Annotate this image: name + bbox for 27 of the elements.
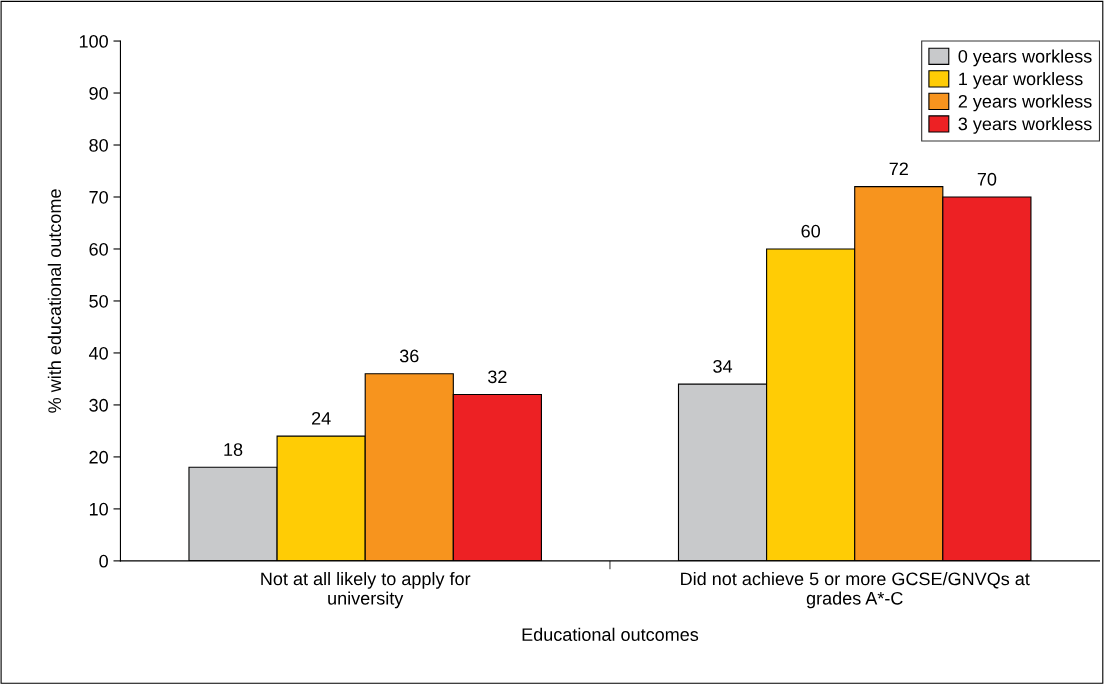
legend-label: 2 years workless	[958, 94, 1092, 112]
legend-label: 1 year workless	[959, 71, 1083, 89]
data-label: 72	[889, 162, 908, 176]
data-label: 60	[801, 224, 820, 238]
y-tick-label: 60	[89, 242, 108, 256]
data-label: 34	[713, 359, 733, 373]
y-tick-label: 80	[89, 138, 108, 152]
x-tick-label: Not at all likely to apply for university	[261, 571, 471, 609]
data-label: 36	[399, 349, 419, 363]
y-tick-label: 70	[89, 190, 108, 204]
y-tick-label: 40	[88, 346, 108, 360]
legend-label: 0 years workless	[958, 49, 1092, 67]
y-tick-label: 50	[89, 294, 108, 308]
y-axis-title: % with educational outcome	[47, 189, 62, 413]
y-tick-label: 90	[89, 86, 108, 100]
data-label: 24	[312, 411, 331, 425]
legend-label: 3 years workless	[958, 117, 1092, 134]
x-tick-label: Did not achieve 5 or more GCSE/GNVQs at grades A*-C	[681, 571, 1030, 609]
y-tick-label: 20	[89, 450, 108, 464]
y-tick-label: 30	[89, 398, 108, 412]
y-tick-label: 0	[99, 554, 108, 568]
data-label: 32	[488, 370, 507, 384]
y-tick-label: 10	[89, 502, 108, 516]
data-label: 18	[224, 443, 243, 456]
y-tick-label: 100	[79, 34, 108, 48]
x-axis-title: Educational outcomes	[522, 627, 699, 641]
data-label: 70	[977, 172, 997, 186]
